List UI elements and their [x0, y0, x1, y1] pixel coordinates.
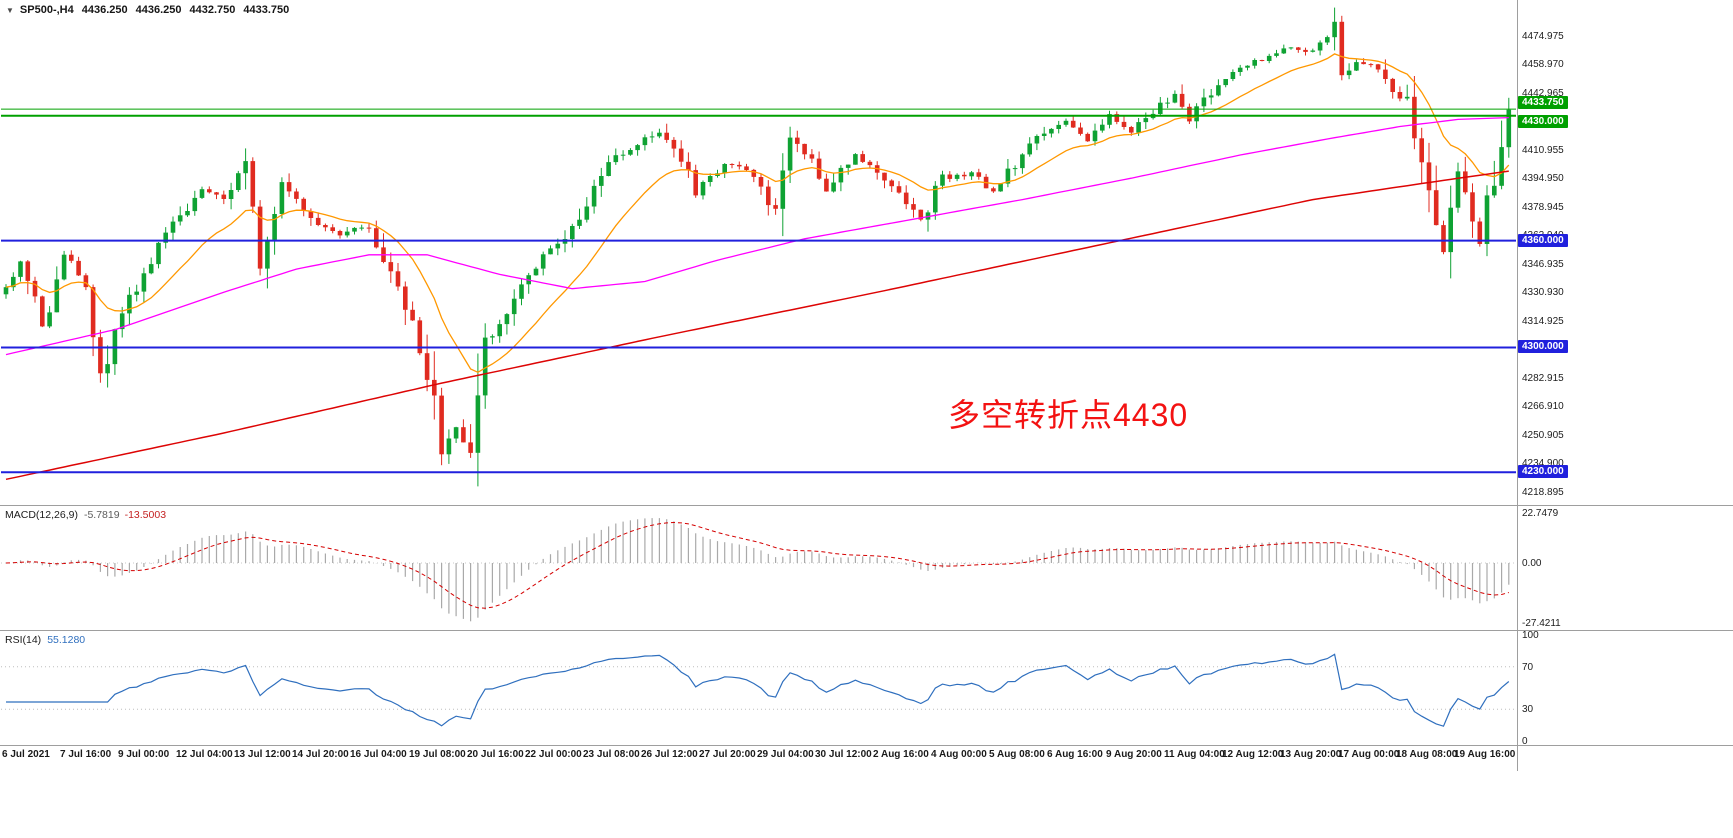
high-value: 4436.250: [135, 4, 182, 16]
price-chart-canvas[interactable]: [1, 0, 1516, 505]
macd-title: MACD(12,26,9) -5.7819 -13.5003: [5, 509, 166, 521]
symbol-timeframe-label: SP500-,H4: [19, 4, 74, 16]
time-axis-label: 14 Jul 20:00: [292, 749, 349, 760]
macd-axis-label: 0.00: [1522, 558, 1542, 569]
annotation-text[interactable]: 多空转折点4430: [948, 397, 1189, 433]
time-axis-label: 2 Aug 16:00: [873, 749, 929, 760]
time-axis-label: 22 Jul 00:00: [525, 749, 582, 760]
time-axis-label: 30 Jul 12:00: [815, 749, 872, 760]
rsi-axis-label: 0: [1522, 736, 1528, 747]
macd-axis-label: -27.4211: [1522, 618, 1561, 629]
price-axis-label: 4474.975: [1522, 31, 1564, 42]
ma-slow-line: [5, 170, 1509, 481]
price-axis-label: 4458.970: [1522, 59, 1564, 70]
time-axis-label: 26 Jul 12:00: [641, 749, 698, 760]
time-axis-label: 6 Jul 2021: [2, 749, 50, 760]
rsi-label: RSI(14): [5, 634, 42, 646]
rsi-canvas[interactable]: [1, 631, 1516, 745]
time-axis-label: 5 Aug 08:00: [989, 749, 1045, 760]
axis-divider: [1517, 0, 1518, 771]
price-axis-label: 4330.930: [1522, 287, 1564, 298]
time-axis[interactable]: 6 Jul 2021 7 Jul 16:00 9 Jul 00:00 12 Jul 0…: [0, 746, 1733, 772]
close-value: 4433.750: [243, 4, 290, 16]
time-axis-label: 17 Aug 00:00: [1338, 749, 1400, 760]
macd-axis-label: 22.7479: [1522, 508, 1559, 519]
time-axis-label: 16 Jul 04:00: [350, 749, 407, 760]
macd-canvas[interactable]: [1, 506, 1516, 630]
macd-axis[interactable]: 22.7479 0.00 -27.4211: [1517, 506, 1733, 630]
price-axis-label: 4378.945: [1522, 202, 1564, 213]
rsi-value: 55.1280: [47, 634, 86, 646]
time-axis-label: 20 Jul 16:00: [467, 749, 524, 760]
time-axis-label: 11 Aug 04:00: [1164, 749, 1225, 760]
rsi-axis-label: 70: [1522, 662, 1534, 673]
price-tag-4433.750[interactable]: 4433.750: [1518, 96, 1568, 109]
ma-fast-line: [5, 53, 1510, 374]
price-axis-label: 4442.965: [1522, 88, 1564, 99]
price-axis-label: 4266.910: [1522, 401, 1564, 412]
price-axis-label: 4314.925: [1522, 316, 1564, 327]
price-tag-4230.000[interactable]: 4230.000: [1518, 465, 1568, 478]
panel-divider[interactable]: [0, 505, 1733, 506]
rsi-axis-label: 100: [1522, 630, 1539, 641]
price-axis-label: 4282.915: [1522, 373, 1564, 384]
macd-signal-value: -13.5003: [124, 509, 167, 521]
time-axis-label: 13 Jul 12:00: [234, 749, 291, 760]
macd-histogram: [12, 518, 1510, 622]
time-axis-label: 9 Jul 00:00: [118, 749, 170, 760]
time-axis-label: 19 Aug 16:00: [1454, 749, 1516, 760]
time-axis-label: 7 Jul 16:00: [60, 749, 112, 760]
time-axis-label: 9 Aug 20:00: [1106, 749, 1162, 760]
time-axis-label: 13 Aug 20:00: [1280, 749, 1342, 760]
macd-main-value: -5.7819: [83, 509, 120, 521]
price-axis-label: 4234.900: [1522, 458, 1564, 469]
time-axis-label: 29 Jul 04:00: [757, 749, 814, 760]
candles-layer: [3, 7, 1512, 487]
rsi-title: RSI(14) 55.1280: [5, 634, 85, 646]
price-axis-label: 4394.950: [1522, 173, 1564, 184]
price-tag-4300.000[interactable]: 4300.000: [1518, 340, 1568, 353]
price-axis-label: 4346.935: [1522, 259, 1564, 270]
rsi-axis-label: 30: [1522, 704, 1534, 715]
price-axis-label: 4250.905: [1522, 430, 1564, 441]
price-tag-4430.000[interactable]: 4430.000: [1518, 115, 1568, 128]
ohlc-header: ▼ SP500-,H4 4436.250 4436.250 4432.750 4…: [6, 4, 289, 16]
price-axis-label: 4410.955: [1522, 145, 1564, 156]
price-axis-label: 4218.895: [1522, 487, 1564, 498]
time-axis-label: 27 Jul 20:00: [699, 749, 756, 760]
time-axis-label: 23 Jul 08:00: [583, 749, 640, 760]
price-axis[interactable]: 4474.9754458.9704442.9654426.9604410.955…: [1517, 0, 1733, 505]
time-axis-label: 12 Aug 12:00: [1222, 749, 1284, 760]
macd-label: MACD(12,26,9): [5, 509, 78, 521]
panel-divider[interactable]: [0, 745, 1733, 746]
time-axis-label: 4 Aug 00:00: [931, 749, 987, 760]
time-axis-label: 12 Jul 04:00: [176, 749, 233, 760]
time-axis-label: 19 Jul 08:00: [409, 749, 466, 760]
open-value: 4436.250: [81, 4, 128, 16]
time-axis-label: 18 Aug 08:00: [1396, 749, 1458, 760]
rsi-axis[interactable]: 100 70 30 0: [1517, 630, 1733, 747]
low-value: 4432.750: [189, 4, 236, 16]
ma-mid-line: [5, 116, 1509, 356]
time-axis-label: 6 Aug 16:00: [1047, 749, 1103, 760]
collapse-indicator-icon[interactable]: ▼: [6, 5, 14, 15]
rsi-line: [6, 653, 1510, 727]
panel-divider[interactable]: [0, 630, 1733, 631]
price-tag-4360.000[interactable]: 4360.000: [1518, 234, 1568, 247]
